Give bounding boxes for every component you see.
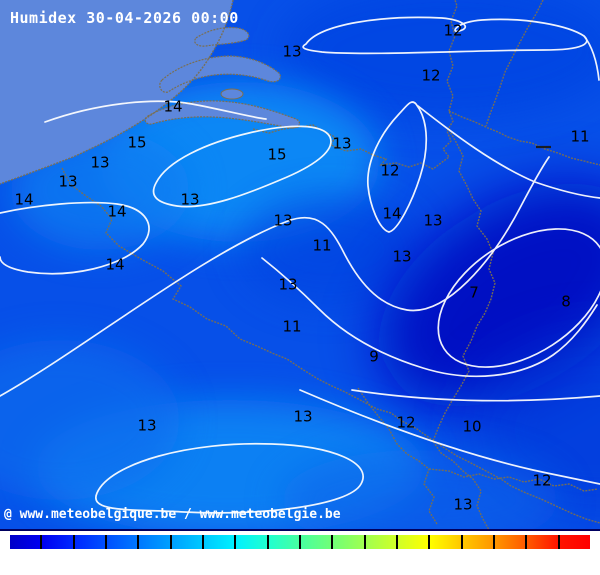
- border-be-de: [432, 129, 496, 529]
- border-mid-bottom: [357, 387, 438, 525]
- sea-area: [0, 0, 233, 184]
- sea-region: [0, 0, 301, 184]
- border-bottom-east: [428, 468, 599, 492]
- delta-channel: [159, 55, 281, 93]
- colorbar-strip: [0, 531, 600, 575]
- colorbar-segment: [72, 535, 105, 549]
- colorbar-segment: [557, 535, 590, 549]
- humidex-colorbar: [10, 535, 590, 549]
- border-nl-de: [446, 0, 458, 112]
- colorbar-segment: [10, 535, 41, 549]
- colorbar-segment: [234, 535, 267, 549]
- colorbar-segment: [266, 535, 299, 549]
- colorbar-segment: [169, 535, 202, 549]
- colorbar-segment: [428, 535, 461, 549]
- colorbar-segment: [137, 535, 170, 549]
- map-title: Humidex 30-04-2026 00:00: [10, 9, 239, 27]
- colorbar-segment: [201, 535, 235, 549]
- colorbar-segment: [460, 535, 493, 549]
- colorbar-segment: [492, 535, 526, 549]
- delta-channel: [194, 26, 250, 47]
- border-lines: [0, 0, 600, 529]
- isoline-9-line: [261, 257, 598, 378]
- colorbar-segment: [395, 535, 429, 549]
- isoline-12-right: [417, 105, 600, 199]
- isoline-12-bottom-diag: [299, 389, 600, 485]
- border-be-nl: [252, 110, 454, 170]
- isoline-14-zeeland: [44, 100, 267, 123]
- colorbar-segment: [525, 535, 558, 549]
- colorbar-segment: [104, 535, 138, 549]
- delta-lake: [220, 88, 244, 100]
- isoline-10-bottom-diag: [351, 389, 600, 402]
- isoline-14-left-loop: [0, 201, 150, 275]
- isoline-12-teardrop: [367, 101, 428, 233]
- contour-lines: [0, 16, 600, 514]
- isoline-15-oval: [152, 125, 332, 208]
- isoline-12-tail: [583, 35, 600, 81]
- humidex-map: 13 12 12 11 14 15 13 15 12 13 13 14 13 14 14 13 13 11 13 14…: [0, 0, 600, 531]
- isoline-11-zigzag: [0, 156, 550, 397]
- isoline-13-bottom-loop: [95, 442, 364, 514]
- copyright-text: @ www.meteobelgique.be / www.meteobelgie…: [4, 507, 341, 522]
- border-fr-be: [61, 167, 600, 524]
- map-canvas: [0, 0, 600, 529]
- colorbar-segment: [298, 535, 332, 549]
- coastline: [0, 0, 234, 185]
- isoline-12-top-loop: [302, 16, 588, 55]
- colorbar-segment: [363, 535, 396, 549]
- border-nl-de-east: [448, 110, 600, 166]
- colorbar-segment: [331, 535, 364, 549]
- colorbar-segment: [40, 535, 73, 549]
- shading-layer: [0, 0, 600, 529]
